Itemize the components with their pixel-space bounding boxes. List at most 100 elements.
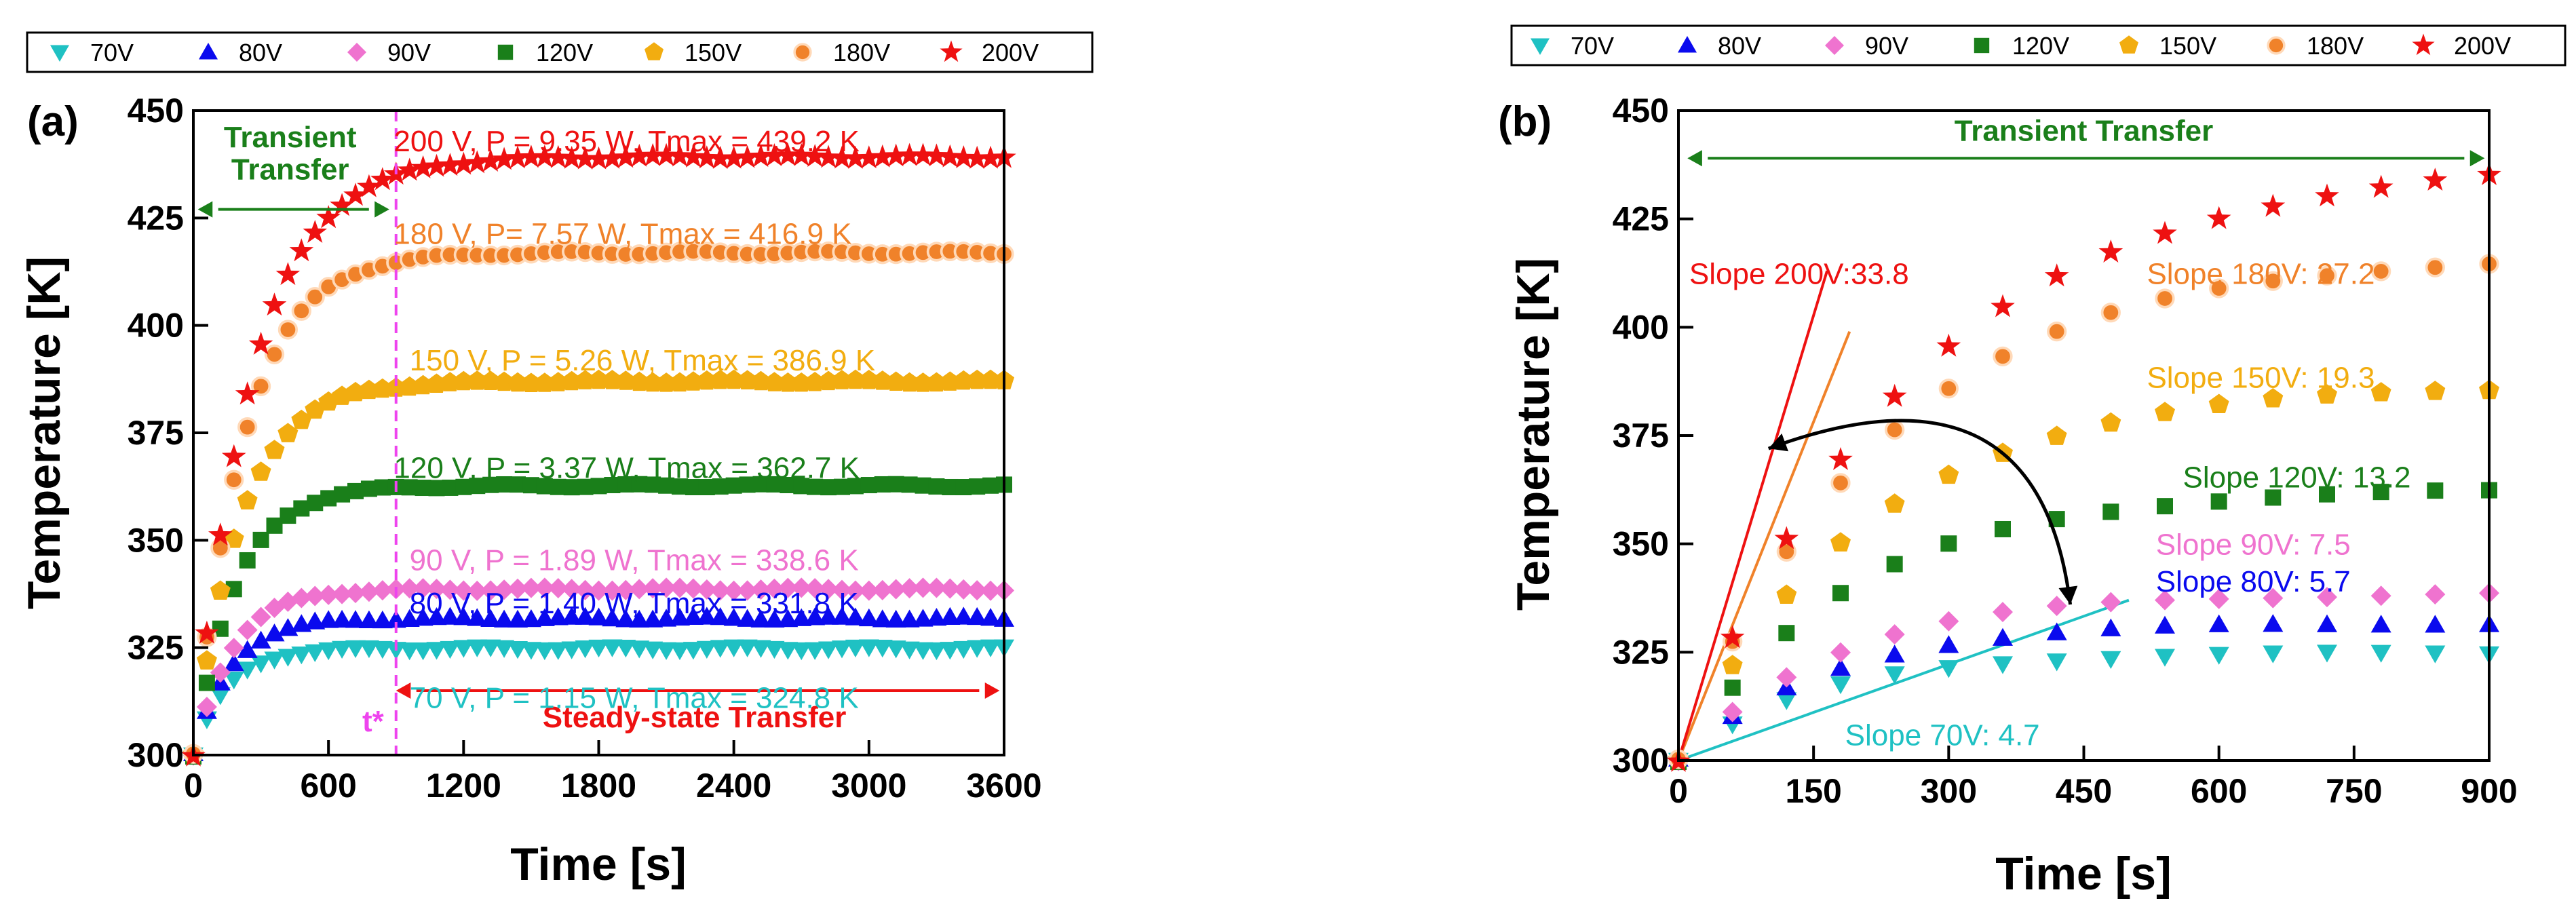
data-point-80V	[250, 630, 271, 649]
data-point-200V	[762, 143, 787, 166]
data-point-80V	[237, 640, 258, 658]
slope-label-70V: Slope 70V: 4.7	[1845, 719, 2040, 752]
data-point-150V	[291, 409, 312, 429]
data-point-80V	[683, 607, 704, 625]
legend-label-120V: 120V	[2012, 32, 2069, 60]
data-point-80V	[912, 609, 934, 627]
data-point-200V	[883, 143, 908, 167]
data-point-90V	[1830, 642, 1851, 663]
data-point-80V	[2370, 615, 2391, 633]
data-point-90V	[683, 578, 704, 599]
data-point-150V	[480, 370, 501, 390]
data-point-80V	[332, 609, 353, 628]
data-point-70V	[1938, 660, 1959, 678]
data-point-70V	[642, 641, 664, 659]
data-point-70V	[2370, 644, 2391, 663]
data-point-70V	[2100, 651, 2121, 669]
legend-label-80V: 80V	[239, 39, 282, 66]
data-point-90V	[737, 580, 758, 601]
data-point-90V	[2317, 587, 2337, 608]
plot-b-data-points	[1666, 162, 2501, 772]
panel-a-chart: 70V 80V 90V 120V 150V 180V 200V (a) t* Transien…	[18, 31, 1094, 890]
data-point-120V	[2372, 484, 2389, 501]
data-point-70V	[1993, 656, 2013, 674]
slope-label-180V: Slope 180V: 27.2	[2147, 257, 2375, 290]
data-point-200V	[951, 145, 976, 168]
data-point-200V	[303, 220, 328, 243]
data-point-150V	[967, 369, 988, 389]
data-point-90V	[696, 579, 717, 600]
data-point-200V	[1991, 294, 2015, 317]
data-point-80V	[899, 609, 920, 628]
data-point-90V	[2370, 585, 2391, 607]
data-point-70V	[440, 640, 461, 659]
data-point-70V	[385, 642, 406, 660]
data-point-150V	[912, 372, 934, 392]
data-point-200V	[505, 145, 530, 169]
data-point-90V	[588, 580, 609, 601]
data-point-70V	[467, 639, 488, 657]
panel-a-label: (a)	[27, 98, 79, 145]
x-tick-label: 1800	[561, 767, 636, 805]
slope-line-200V	[1677, 270, 1828, 761]
slope-label-90V: Slope 90V: 7.5	[2156, 528, 2351, 562]
data-point-150V	[358, 379, 379, 400]
data-point-200V	[2206, 206, 2231, 229]
data-point-90V	[372, 580, 393, 601]
y-tick-label: 425	[1613, 200, 1669, 238]
legend-marker-80V	[1678, 36, 1697, 53]
data-point-70V	[250, 655, 271, 674]
data-point-200V	[2315, 183, 2339, 207]
data-point-90V	[332, 583, 353, 604]
data-point-70V	[264, 651, 285, 670]
data-point-180V	[2425, 257, 2445, 277]
data-point-150V	[467, 370, 488, 390]
y-tick-label: 300	[128, 736, 184, 774]
legend-label-200V: 200V	[2454, 32, 2511, 60]
y-tick-label: 350	[1613, 525, 1669, 563]
data-point-70V	[520, 642, 541, 660]
data-point-90V	[642, 578, 664, 599]
data-point-200V	[289, 238, 314, 262]
data-point-200V	[357, 174, 381, 197]
data-point-90V	[615, 579, 636, 600]
data-point-150V	[2370, 382, 2391, 402]
data-point-200V	[924, 143, 949, 167]
data-point-70V	[885, 640, 906, 659]
plot-b-frame	[1677, 109, 2491, 762]
data-point-90V	[912, 577, 934, 598]
data-point-200V	[573, 146, 598, 170]
data-point-70V	[2208, 647, 2229, 665]
series-label-200V: 200 V, P = 9.35 W, Tmax = 439.2 K	[393, 125, 860, 158]
data-point-70V	[1776, 692, 1797, 710]
data-point-150V	[670, 372, 690, 392]
data-point-80V	[305, 611, 326, 630]
y-tick-label: 300	[1613, 742, 1669, 779]
data-point-90V	[953, 579, 974, 600]
data-point-80V	[926, 607, 947, 626]
data-point-70V	[912, 642, 934, 660]
data-point-200V	[235, 381, 260, 405]
data-point-80V	[561, 607, 582, 625]
data-point-200V	[438, 153, 463, 176]
data-point-80V	[358, 610, 379, 629]
data-point-80V	[520, 609, 541, 628]
data-point-70V	[332, 640, 353, 659]
slope-label-150V: Slope 150V: 19.3	[2147, 362, 2375, 395]
series-label-150V: 150 V, P = 5.26 W, Tmax = 386.9 K	[410, 344, 876, 377]
data-point-80V	[547, 607, 569, 625]
data-point-200V	[721, 145, 746, 169]
data-point-200V	[613, 145, 638, 168]
data-point-150V	[1884, 493, 1905, 513]
data-point-200V	[1720, 625, 1745, 649]
x-tick-label: 150	[1785, 772, 1841, 810]
data-point-200V	[1882, 383, 1907, 407]
legend-label-70V: 70V	[90, 39, 134, 66]
transient-label-line2: Transfer	[231, 153, 349, 186]
data-point-90V	[480, 580, 501, 601]
data-point-150V	[277, 423, 299, 442]
data-point-90V	[412, 578, 434, 599]
legend-marker-90V	[1825, 36, 1844, 55]
data-point-80V	[1884, 644, 1905, 663]
data-point-150V	[777, 372, 799, 392]
